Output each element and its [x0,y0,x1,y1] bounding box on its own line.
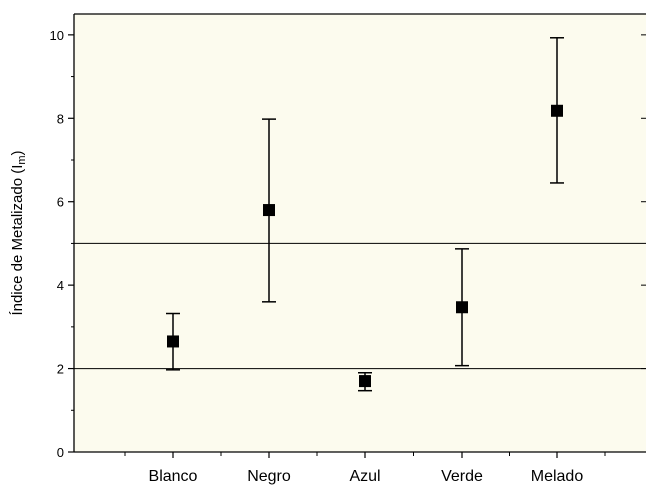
data-markers [167,104,563,388]
data-point [263,204,275,217]
y-axis-title: Índice de Metalizado (Im) [9,150,28,315]
labels: 0 2 4 6 8 10 Blanco Negro Azul Verde Melado [50,28,584,485]
x-tick-label: Blanco [149,468,198,485]
data-point [359,375,371,388]
y-axis-title-sub: m [16,155,28,164]
axes [68,13,646,458]
y-tick-label: 0 [57,445,64,460]
x-tick-label: Verde [441,468,483,485]
data-point [167,335,179,348]
y-tick-label: 10 [50,28,64,43]
y-axis-title-main: Índice de Metalizado (I [9,165,26,316]
x-tick-label: Azul [349,468,380,485]
data-point [551,104,563,117]
x-tick-label: Melado [531,468,584,485]
x-tick-label: Negro [247,468,291,485]
y-axis-title-close: ) [9,150,26,155]
data-point [456,301,468,314]
y-tick-label: 2 [57,362,64,377]
reference-lines [74,242,646,370]
y-tick-label: 4 [57,278,64,293]
y-tick-label: 6 [57,195,64,210]
y-tick-label: 8 [57,111,64,126]
